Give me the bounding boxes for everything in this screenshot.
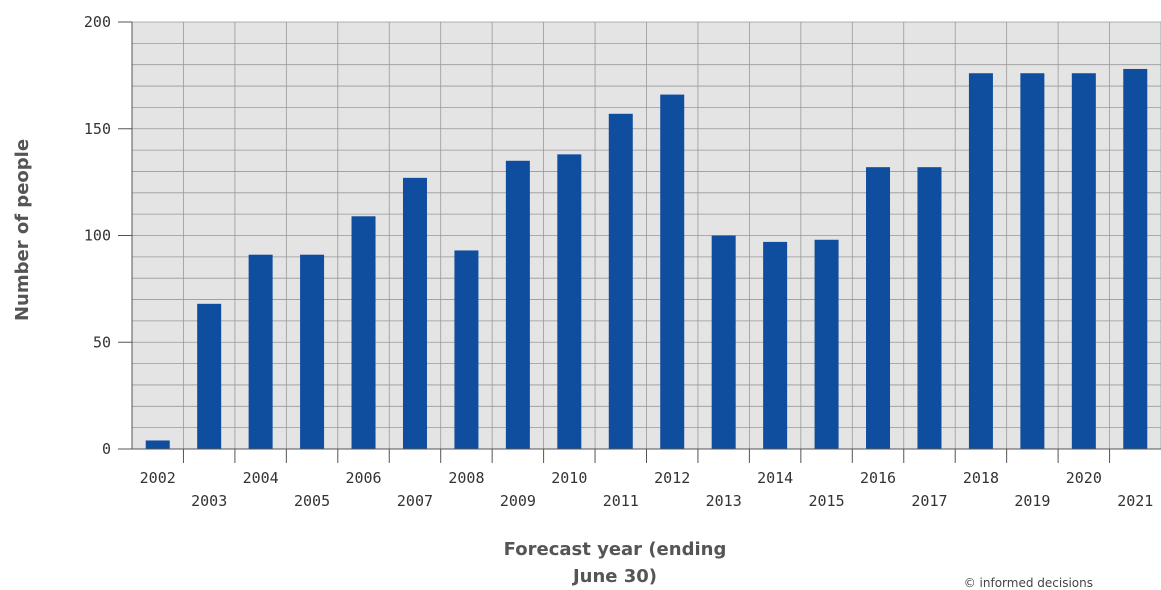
credit-text: © informed decisions xyxy=(964,576,1093,590)
y-axis: 0 50 100 150 200 xyxy=(84,13,133,458)
x-tick-label-2014: 2014 xyxy=(757,469,793,487)
y-axis-title: Number of people xyxy=(12,139,33,321)
bar-2016 xyxy=(866,167,891,449)
y-tick-label: 150 xyxy=(84,120,111,138)
x-axis-title-line-1: Forecast year (ending xyxy=(504,539,727,560)
x-tick-label-2004: 2004 xyxy=(243,469,279,487)
x-tick-label-2005: 2005 xyxy=(294,492,330,510)
x-axis-title-line-2: June 30) xyxy=(571,566,657,587)
x-tick-label-2013: 2013 xyxy=(706,492,742,510)
x-tick-label-2007: 2007 xyxy=(397,492,433,510)
y-tick-label: 100 xyxy=(84,227,111,245)
bar-2006 xyxy=(351,216,376,449)
x-tick-label-2015: 2015 xyxy=(809,492,845,510)
bar-2004 xyxy=(248,254,273,449)
bar-2002 xyxy=(145,440,170,449)
y-tick-label: 200 xyxy=(84,13,111,31)
x-tick-label-2016: 2016 xyxy=(860,469,896,487)
bar-2010 xyxy=(557,154,582,449)
x-tick-label-2012: 2012 xyxy=(654,469,690,487)
x-tick-label-2021: 2021 xyxy=(1117,492,1153,510)
bar-2017 xyxy=(917,167,942,449)
bar-2009 xyxy=(505,160,530,449)
bar-2014 xyxy=(763,241,788,449)
bars-group xyxy=(145,68,1148,450)
bar-2008 xyxy=(454,250,479,449)
bar-2018 xyxy=(968,73,993,450)
x-tick-label-2008: 2008 xyxy=(448,469,484,487)
x-tick-label-2020: 2020 xyxy=(1066,469,1102,487)
grid xyxy=(131,21,1161,450)
y-tick-label: 50 xyxy=(93,333,111,351)
bar-2003 xyxy=(197,303,222,449)
x-tick-label-2006: 2006 xyxy=(345,469,381,487)
bar-2015 xyxy=(814,239,839,449)
x-tick-label-2002: 2002 xyxy=(140,469,176,487)
bar-2011 xyxy=(608,113,633,450)
x-tick-label-2018: 2018 xyxy=(963,469,999,487)
y-tick-label: 0 xyxy=(102,440,111,458)
x-axis: 2002 2003 2004 2005 2006 2007 2008 2009 2010 2011… xyxy=(132,448,1161,510)
x-tick-label-2019: 2019 xyxy=(1014,492,1050,510)
bar-2012 xyxy=(660,94,685,449)
bar-2007 xyxy=(402,177,427,450)
bar-2021 xyxy=(1123,68,1148,449)
bar-2019 xyxy=(1020,73,1045,450)
bar-2020 xyxy=(1071,73,1096,450)
x-tick-label-2010: 2010 xyxy=(551,469,587,487)
bar-2005 xyxy=(300,254,325,449)
x-tick-label-2009: 2009 xyxy=(500,492,536,510)
x-tick-label-2017: 2017 xyxy=(911,492,947,510)
bar-2013 xyxy=(711,235,736,449)
x-tick-label-2003: 2003 xyxy=(191,492,227,510)
x-tick-label-2011: 2011 xyxy=(603,492,639,510)
